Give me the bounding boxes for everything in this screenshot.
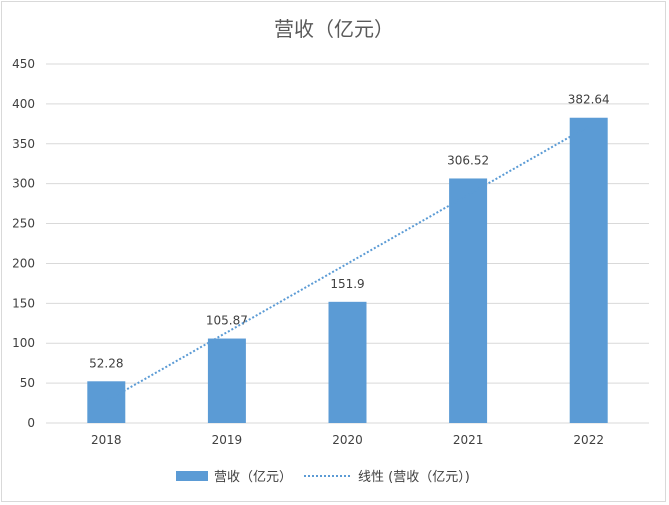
x-tick-label-2021: 2021 — [453, 433, 484, 447]
data-labels: 52.28 105.87 151.9 306.52 382.64 — [89, 93, 610, 371]
x-tick-label-2019: 2019 — [212, 433, 243, 447]
y-tick-label-200: 200 — [12, 256, 35, 270]
data-label-2018: 52.28 — [89, 356, 123, 370]
trendline — [105, 125, 590, 402]
bar-2021 — [449, 178, 488, 423]
x-tick-label-2022: 2022 — [573, 433, 604, 447]
y-tick-label-0: 0 — [27, 416, 35, 430]
legend-bar-label: 营收（亿元） — [214, 470, 292, 485]
trendline-path — [105, 125, 590, 402]
x-axis-ticks: 2018 2019 2020 2021 2022 — [91, 433, 604, 447]
data-label-2019: 105.87 — [206, 314, 248, 328]
y-tick-label-350: 350 — [12, 137, 35, 151]
bar-2018 — [87, 381, 126, 423]
legend-bar-swatch — [176, 471, 208, 481]
x-tick-label-2018: 2018 — [91, 433, 122, 447]
y-tick-label-250: 250 — [12, 217, 35, 231]
x-tick-label-2020: 2020 — [332, 433, 363, 447]
bar-2020 — [328, 301, 367, 423]
data-label-2022: 382.64 — [568, 93, 610, 107]
data-label-2020: 151.9 — [330, 277, 364, 291]
bar-2019 — [207, 338, 246, 423]
bars — [87, 117, 608, 423]
chart-title: 营收（亿元） — [274, 17, 394, 41]
y-tick-label-150: 150 — [12, 296, 35, 310]
y-tick-label-300: 300 — [12, 177, 35, 191]
data-label-2021: 306.52 — [447, 153, 489, 167]
legend: 营收（亿元） 线性 (营收（亿元）) — [176, 470, 470, 485]
y-tick-label-50: 50 — [20, 376, 35, 390]
y-tick-label-100: 100 — [12, 336, 35, 350]
y-tick-label-450: 450 — [12, 57, 35, 71]
y-axis-ticks: 0 50 100 150 200 250 300 350 400 450 — [12, 57, 35, 430]
bar-2022 — [569, 117, 608, 423]
legend-trend-label: 线性 (营收（亿元）) — [358, 470, 470, 485]
y-tick-label-400: 400 — [12, 97, 35, 111]
gridlines — [46, 63, 649, 424]
